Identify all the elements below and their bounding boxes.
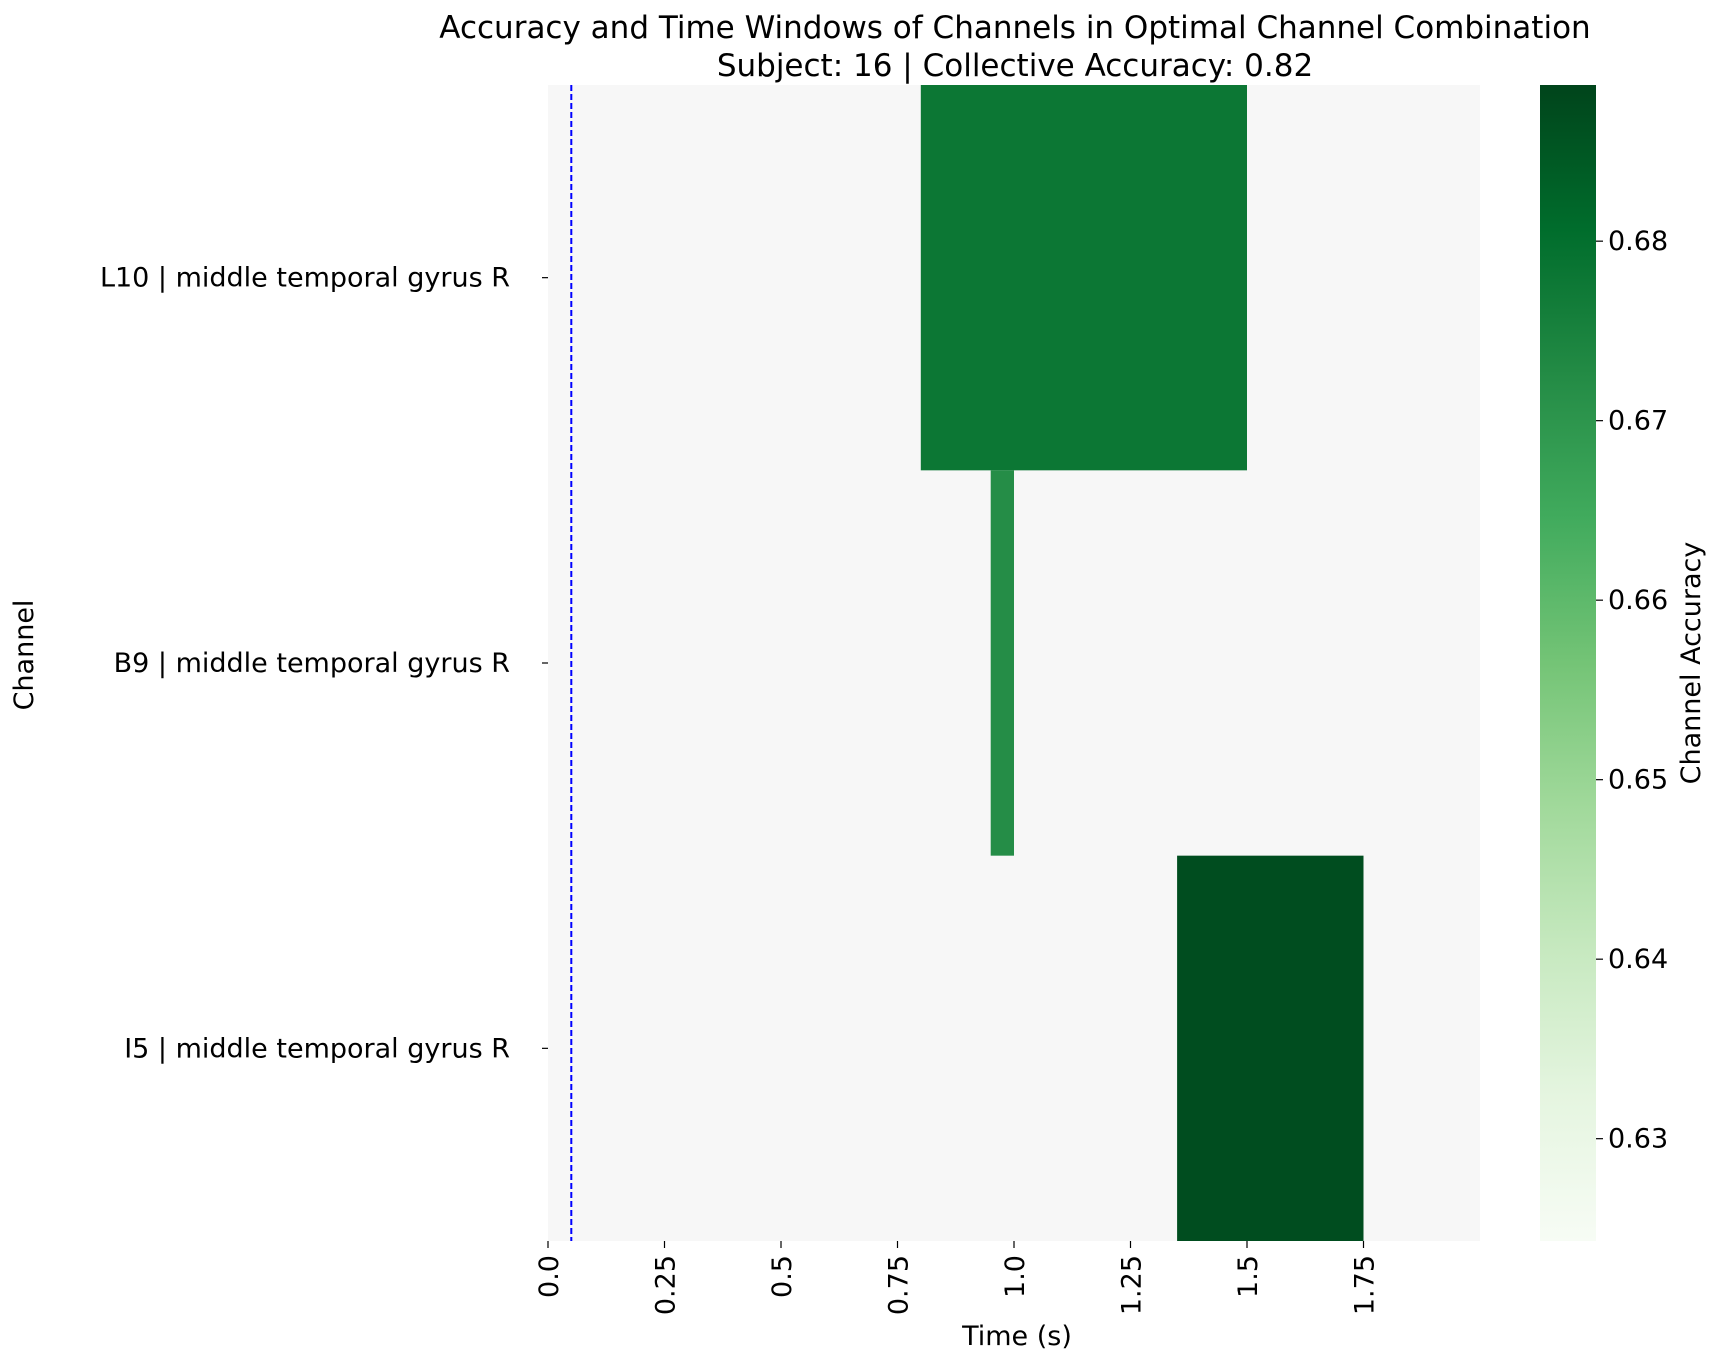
x-axis: 0.0 0.25 0.5 0.75 1.0 1.25 1.5 1.75 (534, 1241, 1381, 1315)
colorbar-tick-label: 0.66 (1608, 585, 1668, 616)
x-tick-label: 0.25 (651, 1255, 682, 1315)
colorbar-gradient (1540, 85, 1596, 1241)
x-tick-label: 0.75 (884, 1255, 915, 1315)
y-tick-label: I5 | middle temporal gyrus R (124, 1033, 510, 1064)
colorbar-tick-label: 0.64 (1608, 944, 1668, 975)
plot-area (548, 85, 1480, 1241)
y-axis: L10 | middle temporal gyrus R B9 | middle… (100, 263, 548, 1064)
colorbar-label: Channel Accuracy (1676, 542, 1707, 785)
y-axis-label: Channel (9, 600, 40, 711)
colorbar: 0.63 0.64 0.65 0.66 0.67 0.68 (1540, 85, 1668, 1241)
window-cell-2 (990, 470, 1014, 856)
x-tick-label: 0.5 (767, 1255, 798, 1298)
window-cell-3 (1177, 855, 1364, 1241)
chart-subtitle: Subject: 16 | Collective Accuracy: 0.82 (717, 48, 1313, 84)
x-tick-label: 0.0 (534, 1255, 565, 1298)
x-tick-label: 1.25 (1117, 1255, 1148, 1315)
y-tick-label: L10 | middle temporal gyrus R (100, 263, 510, 294)
y-tick-label: B9 | middle temporal gyrus R (114, 648, 510, 679)
colorbar-tick-label: 0.65 (1608, 765, 1668, 796)
x-axis-label: Time (s) (961, 1321, 1072, 1352)
x-tick-label: 1.75 (1350, 1255, 1381, 1315)
window-cell-1 (920, 85, 1247, 471)
colorbar-tick-label: 0.67 (1608, 406, 1668, 437)
x-tick-label: 1.0 (1000, 1255, 1031, 1298)
colorbar-tick-label: 0.68 (1608, 226, 1668, 257)
x-tick-label: 1.5 (1233, 1255, 1264, 1298)
chart-title: Accuracy and Time Windows of Channels in… (439, 10, 1590, 46)
colorbar-tick-label: 0.63 (1608, 1124, 1668, 1155)
